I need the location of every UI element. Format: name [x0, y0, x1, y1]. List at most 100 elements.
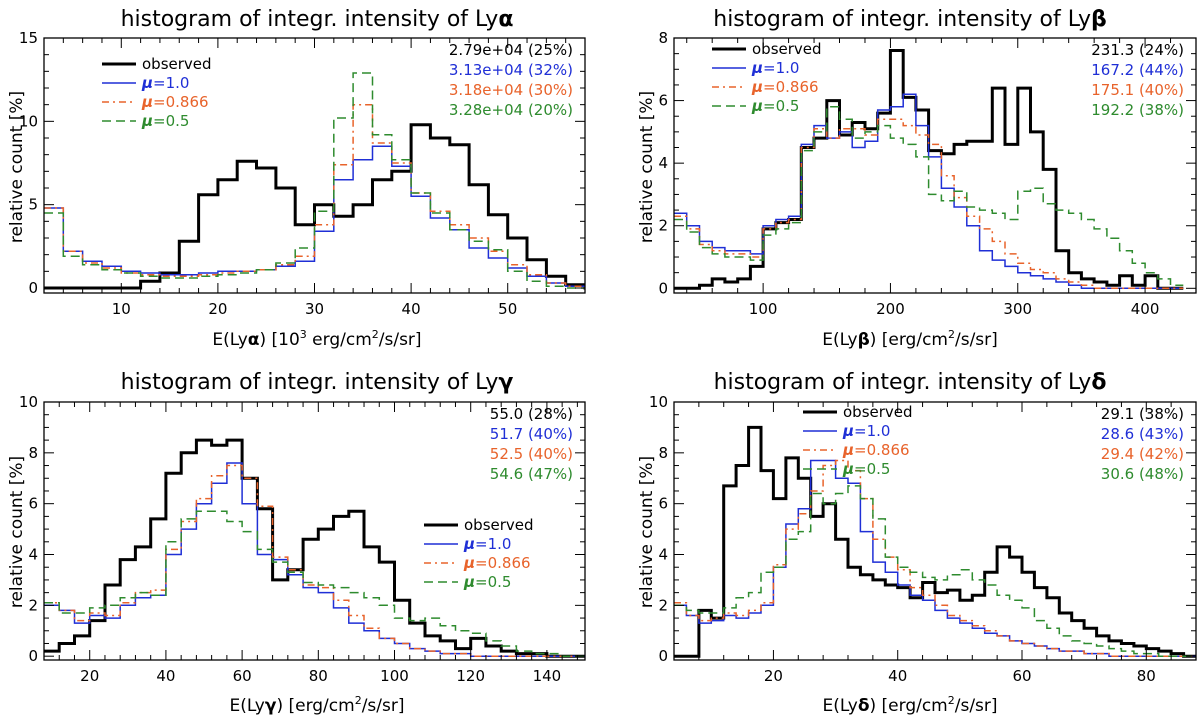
- y-tick-label: 10: [649, 393, 668, 411]
- legend-label: μ=0.5: [751, 97, 799, 115]
- x-tick-label: 140: [533, 667, 562, 685]
- x-tick-label: 60: [1012, 667, 1031, 685]
- y-tick-label: 6: [658, 92, 668, 110]
- stat-label: 51.7 (40%): [490, 425, 573, 443]
- x-tick-label: 80: [309, 667, 328, 685]
- y-axis-label: relative count [%]: [637, 456, 657, 608]
- x-tick-label: 10: [112, 300, 131, 318]
- series-group: [674, 425, 1196, 658]
- chart-title: histogram of integr. intensity of Lyγ: [121, 370, 514, 395]
- plot-frame: [673, 401, 1197, 661]
- y-axis-label: relative count [%]: [7, 91, 27, 243]
- series-mu-0-5: [44, 72, 585, 289]
- stat-label: 29.1 (38%): [1101, 405, 1184, 423]
- x-tick-label: 40: [156, 667, 175, 685]
- series-mu-0-5: [44, 510, 585, 657]
- y-tick-label: 0: [658, 647, 668, 665]
- stat-label: 29.4 (42%): [1101, 445, 1184, 463]
- x-tick-label: 80: [1137, 667, 1156, 685]
- y-axis-label: relative count [%]: [637, 91, 657, 243]
- panel-ly-beta: histogram of integr. intensity of Lyβ 10…: [637, 7, 1197, 350]
- x-tick-label: 200: [876, 300, 905, 318]
- x-tick-label: 50: [498, 300, 517, 318]
- series-observed: [44, 438, 585, 658]
- series-mu-0-866: [674, 459, 1196, 657]
- x-tick-label: 20: [208, 300, 227, 318]
- x-axis-label: E(Lyα) [103 erg/cm2/s/sr]: [212, 328, 421, 350]
- chart-title: histogram of integr. intensity of Lyδ: [714, 370, 1107, 395]
- stat-label: 175.1 (40%): [1091, 81, 1184, 99]
- stat-label: 231.3 (24%): [1091, 41, 1184, 59]
- series-group: [44, 72, 585, 290]
- legend-label: observed: [464, 516, 534, 534]
- legend-label: μ=1.0: [463, 535, 511, 553]
- y-tick-label: 8: [28, 444, 38, 462]
- series-group: [674, 49, 1184, 290]
- y-tick-label: 2: [658, 217, 668, 235]
- y-tick-label: 4: [658, 154, 668, 172]
- legend-label: observed: [752, 40, 822, 58]
- series-mu-1-0: [674, 459, 1196, 657]
- legend-label: μ=0.5: [463, 573, 511, 591]
- y-tick-label: 2: [658, 596, 668, 614]
- x-axis-label: E(Lyδ) [erg/cm2/s/sr]: [822, 694, 997, 716]
- series-observed: [44, 123, 585, 290]
- x-tick-label: 100: [380, 667, 409, 685]
- series-group: [44, 438, 585, 658]
- legend-label: μ=0.866: [463, 554, 531, 572]
- stat-label: 167.2 (44%): [1091, 61, 1184, 79]
- y-tick-label: 2: [28, 596, 38, 614]
- series-mu-0-5: [674, 106, 1184, 286]
- x-tick-label: 300: [1003, 300, 1032, 318]
- stat-label: 192.2 (38%): [1091, 101, 1184, 119]
- legend-label: μ=1.0: [842, 422, 890, 440]
- x-tick-label: 20: [764, 667, 783, 685]
- stat-label: 3.28e+04 (20%): [449, 101, 573, 119]
- y-tick-label: 6: [28, 495, 38, 513]
- panel-ly-alpha: histogram of integr. intensity of Lyα 10…: [7, 7, 586, 350]
- legend-label: observed: [142, 55, 212, 73]
- stat-label: 55.0 (28%): [490, 405, 573, 423]
- series-mu-0-866: [44, 103, 585, 289]
- plot-frame: [673, 37, 1197, 294]
- stat-label: 52.5 (40%): [490, 445, 573, 463]
- y-tick-label: 0: [28, 279, 38, 297]
- x-tick-label: 400: [1131, 300, 1160, 318]
- y-tick-label: 10: [19, 393, 38, 411]
- y-tick-label: 8: [658, 29, 668, 47]
- legend-label: μ=0.866: [842, 441, 910, 459]
- legend-label: μ=0.5: [141, 112, 189, 130]
- chart-title: histogram of integr. intensity of Lyα: [121, 7, 514, 32]
- stat-label: 2.79e+04 (25%): [449, 41, 573, 59]
- y-axis-label: relative count [%]: [7, 456, 27, 608]
- stat-label: 3.18e+04 (30%): [449, 81, 573, 99]
- x-axis-label: E(Lyγ) [erg/cm2/s/sr]: [230, 694, 405, 716]
- x-tick-label: 100: [749, 300, 778, 318]
- stat-label: 54.6 (47%): [490, 465, 573, 483]
- y-tick-label: 8: [658, 444, 668, 462]
- series-observed: [674, 425, 1196, 658]
- stat-label: 28.6 (43%): [1101, 425, 1184, 443]
- x-tick-label: 60: [233, 667, 252, 685]
- y-tick-label: 5: [28, 196, 38, 214]
- legend-label: μ=0.5: [842, 460, 890, 478]
- x-tick-label: 30: [305, 300, 324, 318]
- x-tick-label: 40: [402, 300, 421, 318]
- x-axis-label: E(Lyβ) [erg/cm2/s/sr]: [822, 328, 998, 350]
- legend-label: μ=1.0: [751, 59, 799, 77]
- legend-label: μ=0.866: [751, 78, 819, 96]
- legend-label: μ=0.866: [141, 93, 209, 111]
- legend-label: μ=1.0: [141, 74, 189, 92]
- y-tick-label: 0: [28, 647, 38, 665]
- panel-ly-delta: histogram of integr. intensity of Lyδ 20…: [637, 370, 1197, 716]
- x-tick-label: 40: [888, 667, 907, 685]
- series-mu-1-0: [44, 145, 585, 289]
- series-mu-0-5: [674, 485, 1196, 657]
- series-mu-0-866: [44, 464, 585, 657]
- y-tick-label: 6: [658, 495, 668, 513]
